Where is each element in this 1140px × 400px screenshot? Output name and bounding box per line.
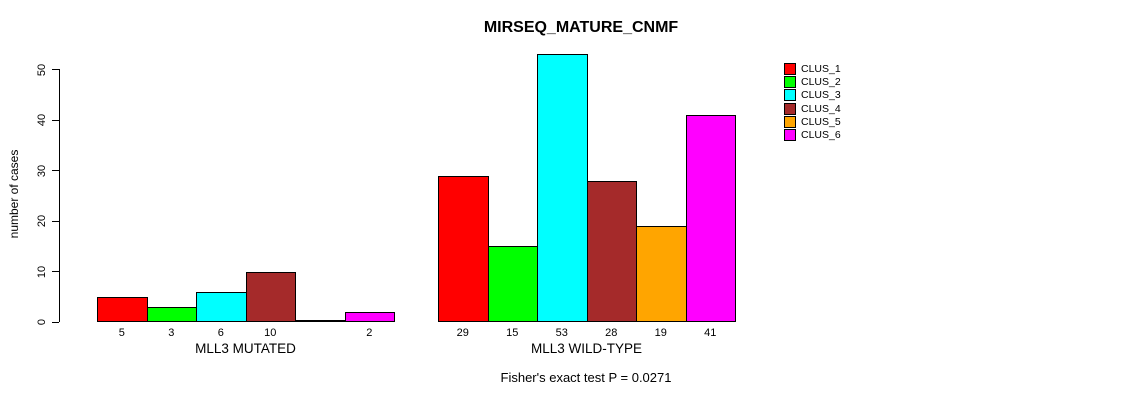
legend-item-clus-5: CLUS_5 [784, 115, 841, 128]
y-axis-tick [52, 271, 59, 272]
y-axis-tick [52, 220, 59, 222]
footnote-fisher-test: Fisher's exact test P = 0.0271 [500, 370, 672, 385]
legend-swatch [784, 62, 796, 75]
y-axis-label: number of cases [7, 149, 21, 239]
legend: CLUS_1 CLUS_2 CLUS_3 CLUS_4 CLUS_5 CLUS_6 [784, 62, 841, 142]
bar-clus-4-group-1 [586, 180, 637, 322]
bar-clus-4-group-0 [245, 271, 296, 322]
group-label-mll3-wild-type: MLL3 WILD-TYPE [530, 341, 643, 356]
bar-value-label: 10 [264, 327, 277, 339]
y-axis-tick-label: 30 [36, 164, 48, 177]
bar-value-label: 15 [506, 327, 519, 339]
legend-swatch [784, 89, 796, 102]
bar-value-label: 53 [555, 327, 568, 339]
legend-item-clus-6: CLUS_6 [784, 128, 841, 142]
legend-label: CLUS_2 [801, 75, 841, 88]
y-axis-tick-label: 10 [36, 265, 48, 278]
bar-clus-2-group-1 [487, 246, 538, 322]
legend-label: CLUS_4 [801, 102, 841, 115]
y-axis-tick [52, 321, 59, 323]
bar-clus-2-group-0 [146, 306, 197, 322]
y-axis-tick [52, 119, 59, 121]
bar-clus-6-group-0 [344, 311, 395, 322]
legend-swatch [784, 115, 796, 128]
legend-label: CLUS_1 [801, 62, 841, 75]
legend-label: CLUS_3 [801, 89, 841, 102]
group-label-mll3-mutated: MLL3 MUTATED [195, 341, 296, 356]
y-axis-tick-label: 50 [36, 63, 48, 76]
legend-item-clus-1: CLUS_1 [784, 62, 841, 75]
legend-item-clus-3: CLUS_3 [784, 89, 841, 102]
bar-value-label: 2 [366, 327, 373, 339]
legend-item-clus-4: CLUS_4 [784, 102, 841, 115]
legend-swatch [784, 129, 796, 142]
legend-swatch [784, 75, 796, 88]
bar-value-label: 6 [217, 327, 224, 339]
bar-clus-6-group-1 [685, 114, 736, 322]
bar-value-label: 29 [456, 327, 469, 339]
bar-clus-1-group-1 [438, 175, 489, 322]
y-axis-tick-label: 0 [36, 318, 48, 326]
bar-value-label: 28 [605, 327, 618, 339]
chart-title: MIRSEQ_MATURE_CNMF [483, 19, 679, 36]
bar-clus-5-group-1 [636, 226, 687, 322]
legend-item-clus-2: CLUS_2 [784, 75, 841, 88]
legend-label: CLUS_5 [801, 115, 841, 128]
bar-clus-1-group-0 [97, 296, 148, 322]
bar-value-label: 19 [654, 327, 667, 339]
bar-value-label: 3 [168, 327, 175, 339]
bar-value-label: 5 [118, 327, 125, 339]
bar-clus-5-group-0 [295, 320, 346, 322]
legend-swatch [784, 102, 796, 115]
y-axis [59, 69, 60, 322]
bar-clus-3-group-1 [537, 54, 588, 322]
y-axis-tick [52, 69, 59, 70]
legend-label: CLUS_6 [801, 129, 841, 142]
bar-value-label: 41 [704, 327, 717, 339]
y-axis-tick-label: 40 [36, 113, 48, 127]
y-axis-tick-label: 20 [36, 214, 48, 228]
bar-clus-3-group-0 [196, 291, 247, 322]
y-axis-tick [52, 170, 59, 171]
